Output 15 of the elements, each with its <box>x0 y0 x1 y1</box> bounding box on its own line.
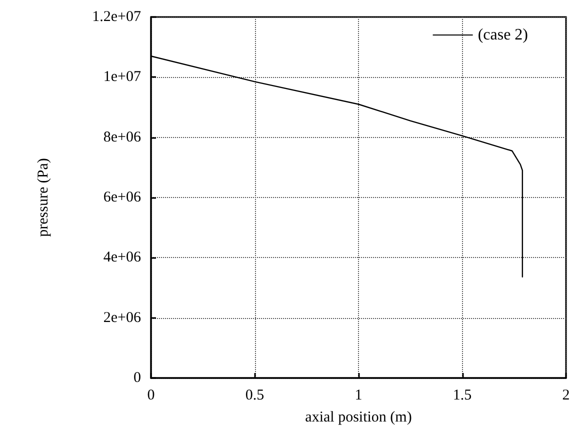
y-tick-label: 1e+07 <box>103 69 142 86</box>
y-tick-label: 1.2e+07 <box>92 9 142 25</box>
y-axis-title: pressure (Pa) <box>36 158 52 237</box>
y-tick-label: 6e+06 <box>103 190 142 206</box>
y-tick-label: 8e+06 <box>103 129 142 146</box>
y-tick-label: 4e+06 <box>103 250 142 266</box>
x-tick-label: 0 <box>147 388 155 404</box>
legend-label: (case 2) <box>478 26 528 44</box>
x-axis-title: axial position (m) <box>305 410 412 426</box>
x-tick-label: 0.5 <box>245 388 264 404</box>
y-tick-label: 0 <box>134 370 141 386</box>
x-tick-label: 1.5 <box>452 388 472 404</box>
y-tick-label: 2e+06 <box>103 310 142 326</box>
x-tick-label: 1 <box>354 388 362 404</box>
x-tick-label: 2 <box>562 388 570 404</box>
